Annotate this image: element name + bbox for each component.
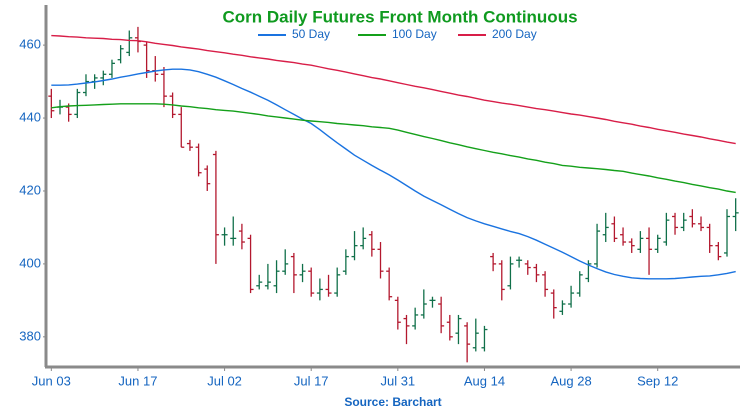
x-tick-label: Jun 03 bbox=[32, 373, 71, 388]
y-tick-label: 440 bbox=[19, 109, 41, 124]
y-tick-label: 460 bbox=[19, 37, 41, 52]
x-tick-label: Jun 17 bbox=[118, 373, 157, 388]
x-tick-label: Aug 14 bbox=[464, 373, 505, 388]
source: Source: Barchart bbox=[344, 395, 441, 409]
y-tick-label: 400 bbox=[19, 255, 41, 270]
y-tick-label: 380 bbox=[19, 328, 41, 343]
ma-line bbox=[51, 68, 736, 280]
x-tick-label: Jul 02 bbox=[207, 373, 242, 388]
ma-line bbox=[51, 34, 736, 145]
legend-label: 100 Day bbox=[392, 27, 437, 41]
legend-label: 200 Day bbox=[492, 27, 537, 41]
ma-line bbox=[51, 103, 736, 194]
y-tick-label: 420 bbox=[19, 182, 41, 197]
legend-label: 50 Day bbox=[292, 27, 330, 41]
x-tick-label: Jul 31 bbox=[380, 373, 415, 388]
x-tick-label: Aug 28 bbox=[550, 373, 591, 388]
chart-title: Corn Daily Futures Front Month Continuou… bbox=[222, 7, 577, 26]
x-tick-label: Jul 17 bbox=[294, 373, 329, 388]
x-tick-label: Sep 12 bbox=[637, 373, 678, 388]
